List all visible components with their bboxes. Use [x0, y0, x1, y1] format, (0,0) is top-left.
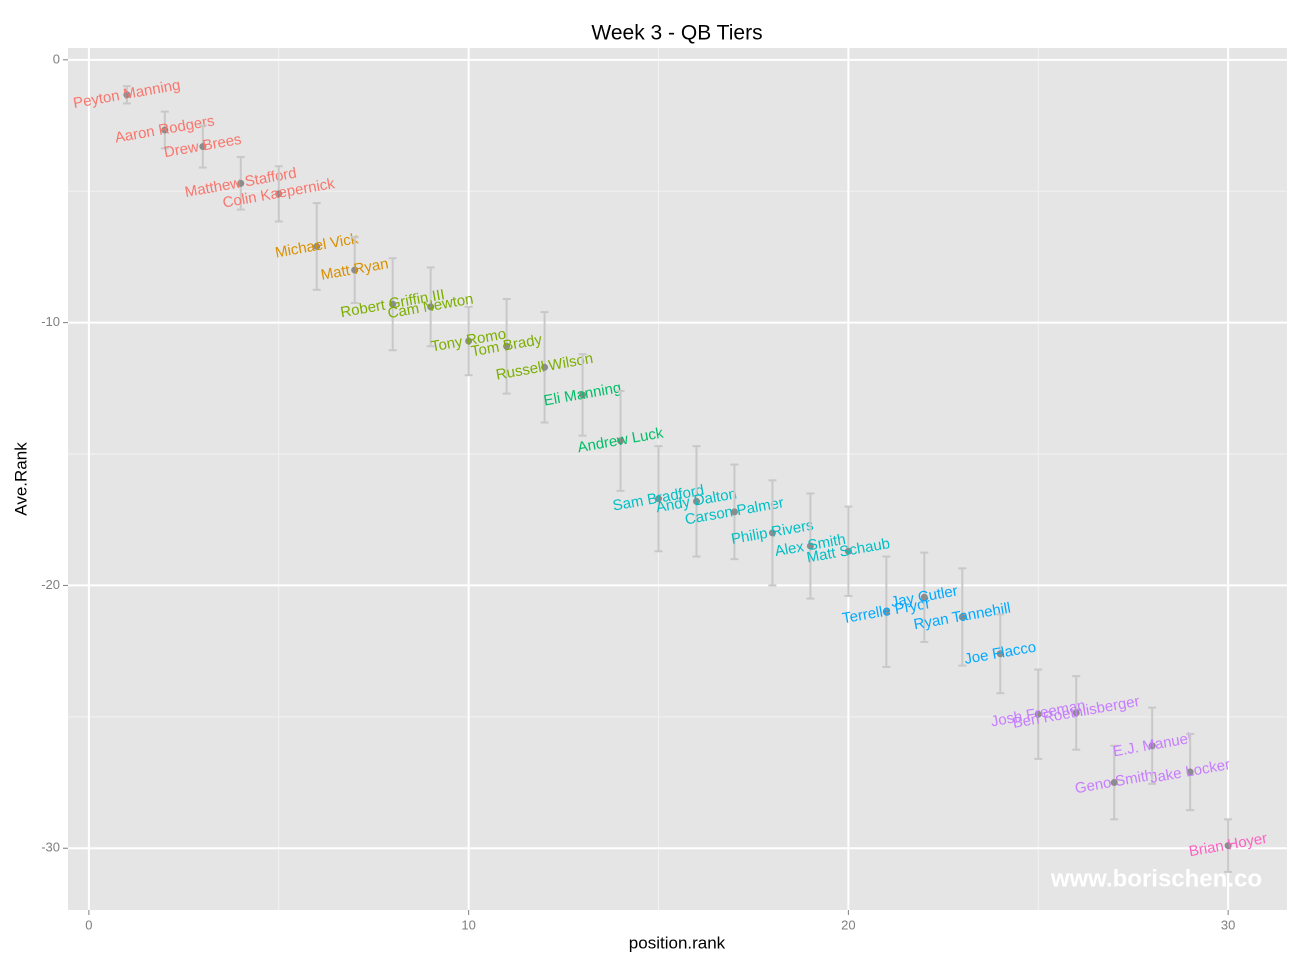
point	[199, 143, 207, 151]
y-tick-label: -30	[41, 840, 60, 855]
point	[275, 190, 283, 198]
y-axis-label: Ave.Rank	[11, 442, 30, 516]
point	[541, 363, 549, 371]
point	[465, 337, 473, 345]
point	[655, 495, 663, 503]
chart-title: Week 3 - QB Tiers	[591, 22, 762, 45]
x-tick-label: 0	[85, 917, 92, 932]
point	[844, 547, 852, 555]
x-tick-label: 20	[841, 917, 855, 932]
point	[123, 91, 131, 99]
point	[958, 613, 966, 621]
x-axis-label: position.rank	[629, 933, 726, 952]
point	[882, 608, 890, 616]
point	[806, 542, 814, 550]
point	[389, 300, 397, 308]
point	[1224, 842, 1232, 850]
point	[313, 242, 321, 250]
point	[1034, 710, 1042, 718]
point	[1072, 709, 1080, 717]
watermark: www.borischen.co	[1050, 865, 1262, 892]
point	[1148, 742, 1156, 750]
point	[692, 497, 700, 505]
point	[920, 593, 928, 601]
point	[579, 391, 587, 399]
point	[351, 266, 359, 274]
y-tick-label: -20	[41, 577, 60, 592]
point	[1110, 779, 1118, 787]
point	[996, 650, 1004, 658]
x-tick-label: 10	[461, 917, 475, 932]
x-tick-label: 30	[1221, 917, 1235, 932]
point	[427, 303, 435, 311]
point	[768, 529, 776, 537]
point	[1186, 768, 1194, 776]
point	[503, 342, 511, 350]
y-tick-label: -10	[41, 314, 60, 329]
point	[617, 437, 625, 445]
y-tick-label: 0	[53, 51, 60, 66]
point	[237, 179, 245, 187]
point	[730, 508, 738, 516]
point	[161, 126, 169, 134]
